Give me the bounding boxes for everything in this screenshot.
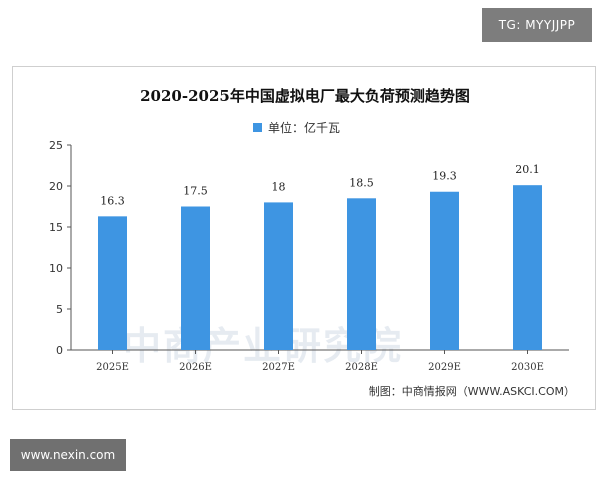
data-label: 18.5 [349,176,374,189]
y-tick-label: 15 [49,221,63,234]
bar [181,206,210,350]
y-tick-label: 10 [49,262,63,275]
chart-frame: 2020-2025年中国虚拟电厂最大负荷预测趋势图 单位：亿千瓦 中商产业研究院… [12,66,596,410]
source-credit: 制图：中商情报网（WWW.ASKCI.COM） [368,385,575,398]
bar [98,216,127,350]
x-tick-label: 2025E [96,362,129,373]
legend: 单位：亿千瓦 [253,119,340,136]
legend-label: 单位：亿千瓦 [268,121,341,135]
bar [430,191,459,350]
x-tick-label: 2030E [511,362,544,373]
y-tick-label: 20 [49,180,63,193]
bar-chart: 0 5 10 15 20 25 16.3 2025E 17.5 2026E 18 2027E 18.5 2… [49,139,569,373]
data-label: 17.5 [183,185,208,198]
legend-swatch [253,123,262,132]
bar [513,185,542,350]
y-tick-label: 25 [49,139,63,152]
data-label: 16.3 [100,194,125,207]
x-tick-label: 2028E [345,362,378,373]
chart-title: 2020-2025年中国虚拟电厂最大负荷预测趋势图 [140,87,470,105]
data-label: 20.1 [515,163,540,176]
tg-badge: TG: MYYJJPP [482,8,592,42]
y-tick-label: 5 [56,303,63,316]
data-label: 18 [272,180,286,193]
data-label: 19.3 [432,170,457,183]
x-tick-label: 2027E [262,362,295,373]
bar [347,198,376,350]
x-tick-label: 2026E [179,362,212,373]
x-tick-label: 2029E [428,362,461,373]
bar [264,202,293,350]
site-badge: www.nexin.com [10,439,126,471]
y-tick-label: 0 [56,344,63,357]
